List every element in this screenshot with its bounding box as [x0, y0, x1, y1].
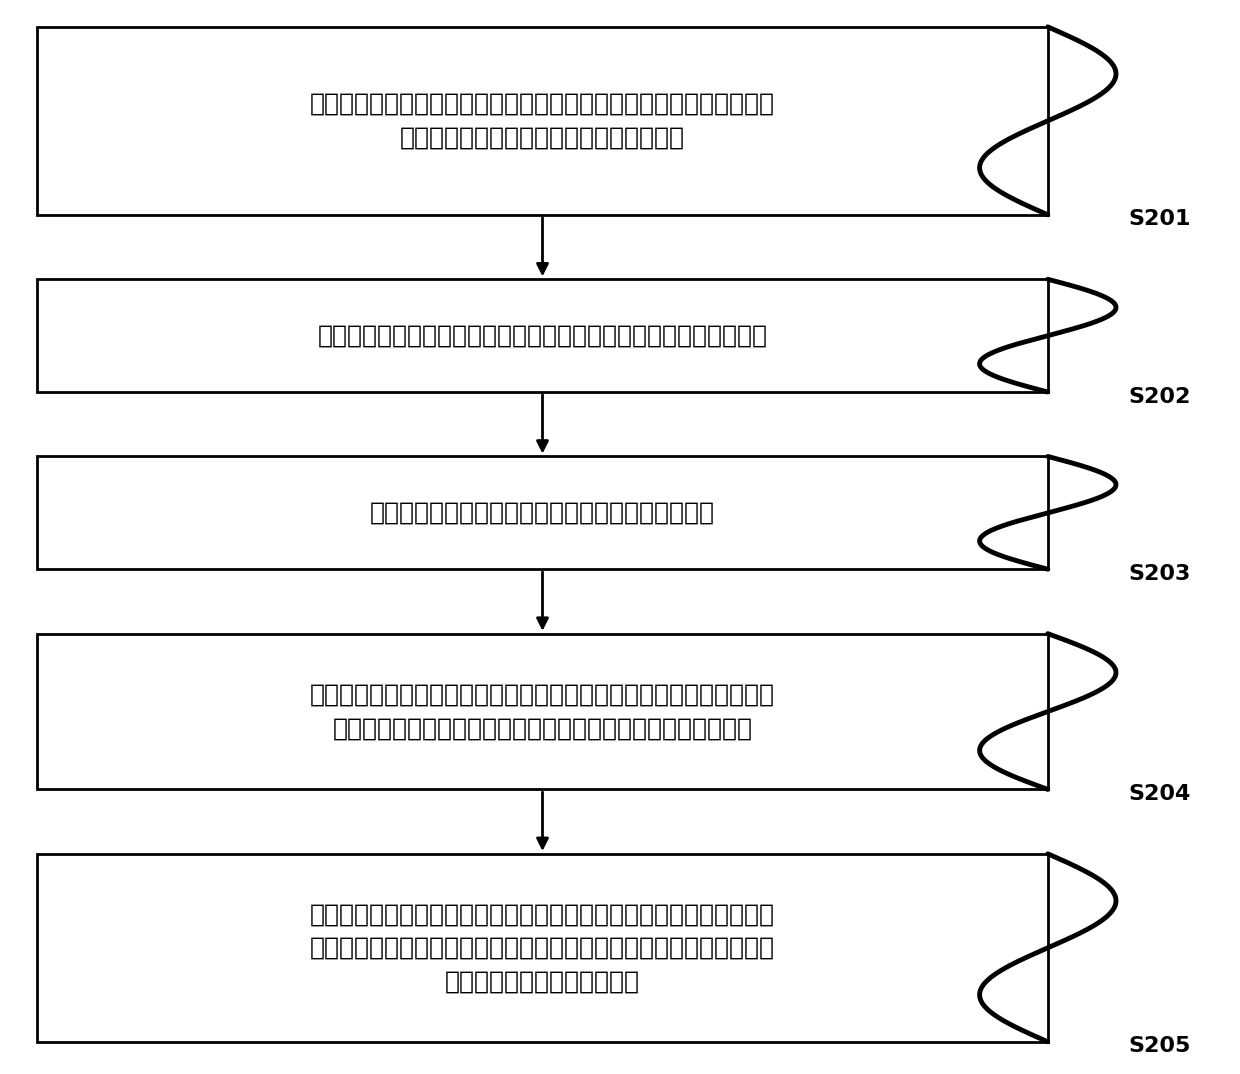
Text: 处理设备备份第一存储器与第二存储器系统故障信息至第三存储器中: 处理设备备份第一存储器与第二存储器系统故障信息至第三存储器中	[317, 323, 768, 348]
FancyBboxPatch shape	[37, 456, 1048, 569]
FancyBboxPatch shape	[37, 279, 1048, 392]
Text: 处理设备擦除第一存储器与第二存储器系统故障信息: 处理设备擦除第一存储器与第二存储器系统故障信息	[370, 500, 715, 525]
FancyBboxPatch shape	[37, 854, 1048, 1042]
Text: 若第一存储器与第二存储器记录系统故障信息时中断，处理设备读取当
前第一存储器与第二存储器的系统故障信息: 若第一存储器与第二存储器记录系统故障信息时中断，处理设备读取当 前第一存储器与第…	[310, 92, 775, 149]
Text: 处理设备比较第一时标与第二时标，若第一时标大于等于第二时标，则
第一存储器记录当前系统故障信息；若第一时标小于第二时标，则第二
存储器记录当前系统故障信息: 处理设备比较第一时标与第二时标，若第一时标大于等于第二时标，则 第一存储器记录当…	[310, 902, 775, 993]
Text: S203: S203	[1128, 564, 1190, 584]
Text: S205: S205	[1128, 1036, 1190, 1057]
FancyBboxPatch shape	[37, 27, 1048, 215]
Text: S202: S202	[1128, 387, 1190, 407]
Text: S201: S201	[1128, 209, 1190, 230]
Text: S204: S204	[1128, 784, 1190, 804]
Text: 处理设备将备份至第三存储器中第一存储器的系统信息导入第一存储器
，将备份至第三存储器中第二存储器的系统信息导入第二存储器: 处理设备将备份至第三存储器中第一存储器的系统信息导入第一存储器 ，将备份至第三存…	[310, 683, 775, 740]
FancyBboxPatch shape	[37, 634, 1048, 789]
